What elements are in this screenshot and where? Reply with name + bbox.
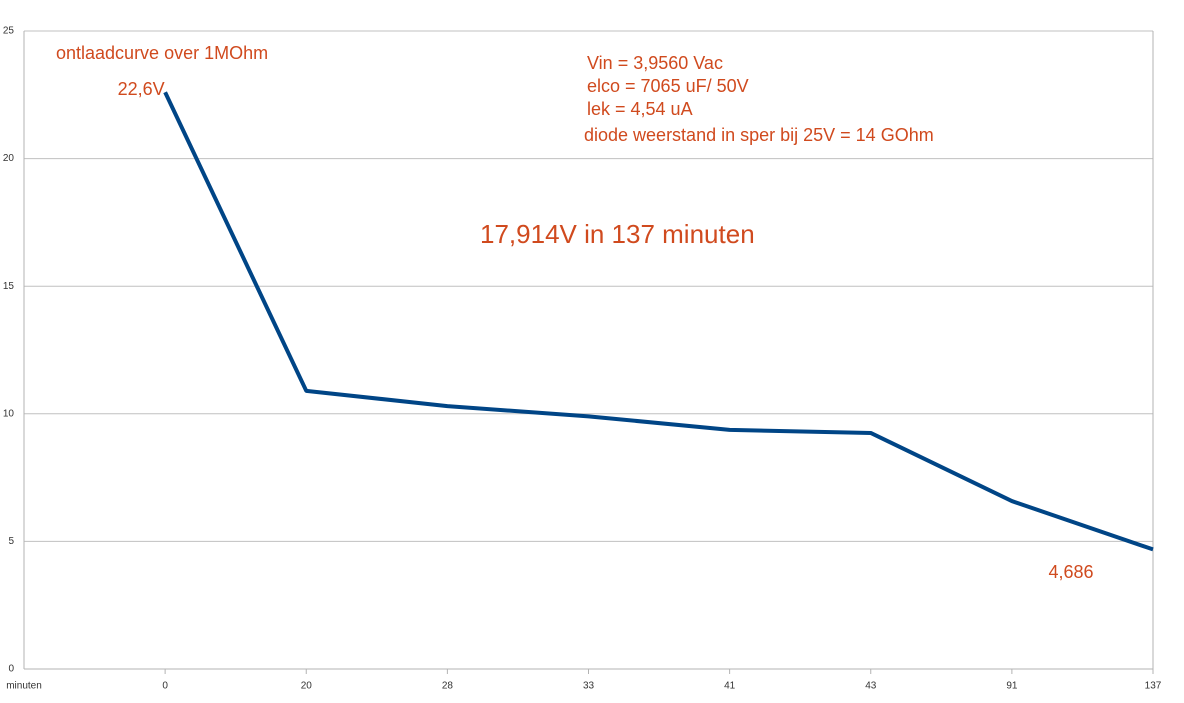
data-label: 22,6V [118,79,165,99]
annotation: elco = 7065 uF/ 50V [587,76,749,96]
y-tick-label: 10 [3,408,15,419]
y-tick-label: 15 [3,281,15,292]
x-tick-label: 137 [1145,681,1162,692]
x-tick-label: 28 [442,681,454,692]
x-axis-label: minuten [6,681,42,692]
annotation: diode weerstand in sper bij 25V = 14 GOh… [584,125,934,145]
y-tick-label: 5 [8,536,14,547]
data-label: 4,686 [1048,562,1093,582]
annotation: Vin = 3,9560 Vac [587,53,723,73]
annotation: 17,914V in 137 minuten [480,219,755,249]
y-tick-label: 25 [3,26,15,37]
annotation: lek = 4,54 uA [587,99,693,119]
x-tick-label: 33 [583,681,595,692]
x-tick-label: 0 [162,681,168,692]
chart-title: ontlaadcurve over 1MOhm [56,43,268,63]
line [163,91,1154,552]
x-tick-label: 41 [724,681,736,692]
y-tick-label: 20 [3,153,15,164]
y-tick-label: 0 [8,664,14,675]
x-tick-label: 43 [865,681,877,692]
x-tick-label: 91 [1006,681,1018,692]
x-tick-label: 20 [301,681,313,692]
